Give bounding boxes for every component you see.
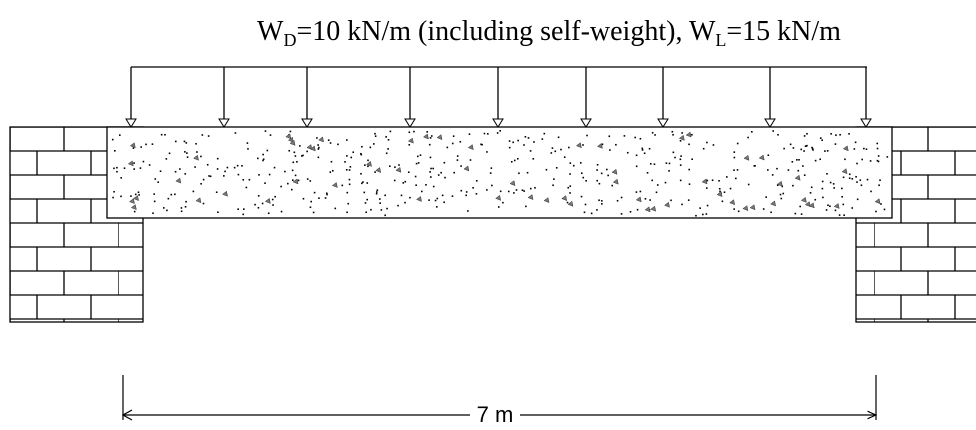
load-value: =10 kN/m (including self-weight) bbox=[296, 16, 675, 47]
load-symbol: W bbox=[257, 16, 284, 47]
load-label: WD=10 kN/m (including self-weight), WL=1… bbox=[257, 16, 841, 50]
load-symbol: W bbox=[689, 16, 716, 47]
load-separator: , bbox=[675, 16, 689, 47]
load-subscript: L bbox=[715, 30, 726, 50]
load-subscript: D bbox=[283, 30, 296, 50]
concrete-texture bbox=[111, 130, 889, 217]
span-label: 7 m bbox=[477, 402, 514, 427]
dimension-line bbox=[121, 375, 876, 426]
load-value: =15 kN/m bbox=[726, 16, 841, 47]
distributed-load bbox=[125, 66, 872, 128]
beam bbox=[106, 126, 893, 219]
